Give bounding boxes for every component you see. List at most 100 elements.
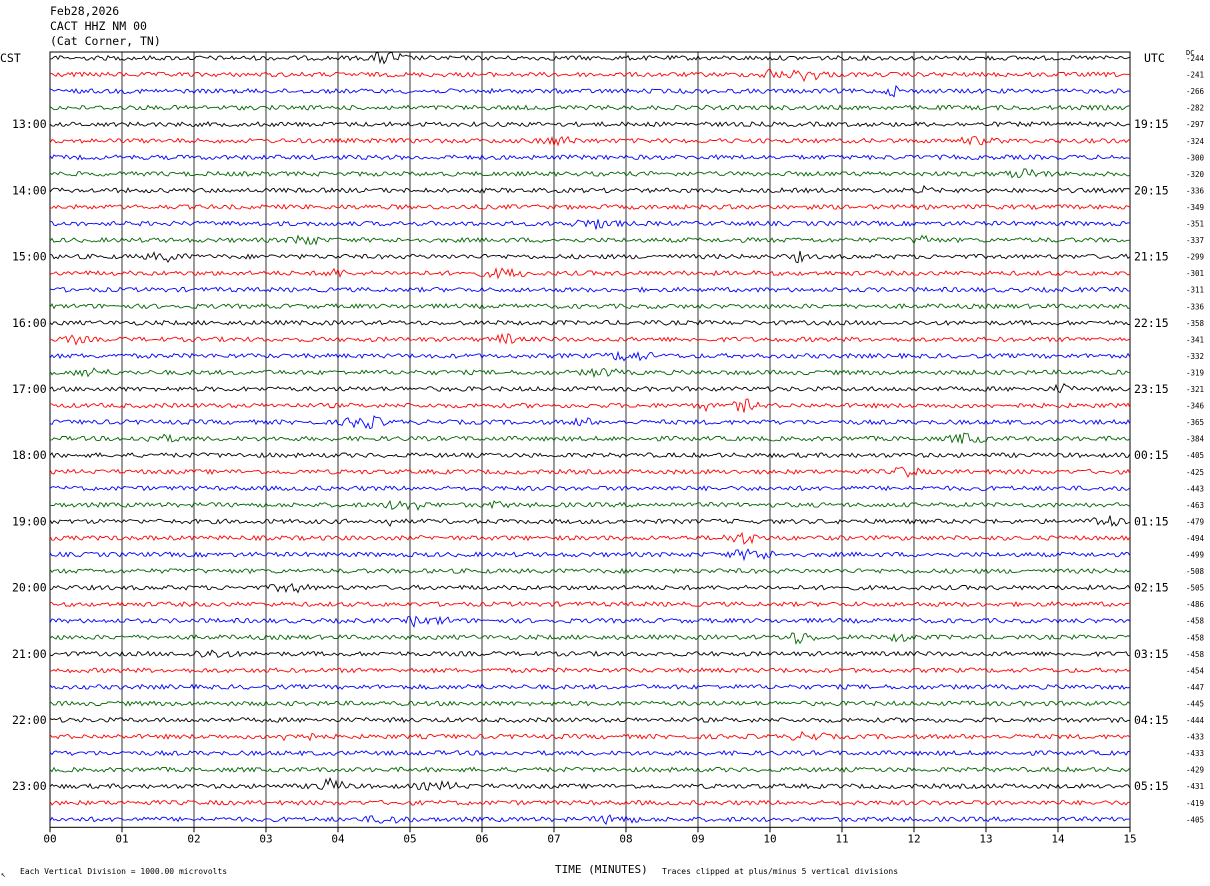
dc-offset-label: -431	[1186, 782, 1204, 791]
dc-offset-label: -444	[1186, 716, 1205, 725]
seismic-trace	[49, 135, 1131, 148]
dc-offset-label: -358	[1186, 319, 1205, 328]
x-tick-label: 10	[763, 832, 776, 845]
seismic-trace	[49, 350, 1131, 362]
cst-hour-label: 15:00	[12, 250, 47, 264]
seismic-trace	[49, 749, 1131, 757]
cst-hour-label: 19:00	[12, 514, 47, 528]
seismic-trace	[49, 234, 1131, 246]
x-tick-label: 09	[691, 832, 704, 845]
x-tick-label: 05	[403, 832, 416, 845]
seismic-trace	[49, 68, 1131, 83]
cst-hour-label: 13:00	[12, 117, 47, 131]
seismic-trace	[49, 432, 1131, 444]
utc-hour-label: 23:15	[1134, 382, 1169, 396]
utc-hour-label: 00:15	[1134, 448, 1169, 462]
station-code: CACT HHZ NM 00	[50, 19, 147, 33]
plot-date: Feb28,2026	[50, 4, 120, 18]
dc-offset-label: -458	[1186, 633, 1205, 642]
dc-offset-label: -365	[1186, 418, 1204, 427]
dc-offset-label: -425	[1186, 468, 1204, 477]
dc-offset-label: -266	[1186, 87, 1205, 96]
dc-offset-label: -458	[1186, 650, 1205, 659]
x-tick-label: 11	[835, 832, 848, 845]
utc-hour-label: 05:15	[1134, 779, 1169, 793]
x-tick-label: 06	[475, 832, 488, 845]
seismic-trace	[49, 451, 1131, 459]
x-tick-label: 13	[979, 832, 992, 845]
seismic-trace	[49, 515, 1131, 528]
dc-offset-label: -458	[1186, 617, 1205, 626]
seismic-trace	[49, 367, 1131, 379]
dc-offset-label: -336	[1186, 302, 1205, 311]
dc-offset-label: -321	[1186, 385, 1204, 394]
x-tick-label: 15	[1123, 832, 1136, 845]
seismic-trace	[49, 600, 1131, 608]
seismic-trace	[50, 203, 1131, 211]
seismic-trace	[49, 303, 1131, 310]
dc-offset-label: -486	[1186, 600, 1205, 609]
seismic-trace	[49, 267, 1131, 280]
seismic-trace	[49, 548, 1131, 562]
dc-offset-label: -447	[1186, 683, 1204, 692]
dc-offset-label: -433	[1186, 749, 1204, 758]
seismic-trace	[49, 632, 1131, 645]
dc-column-label: DC	[1186, 49, 1195, 57]
cst-hour-label: 16:00	[12, 316, 47, 330]
utc-hour-label: 03:15	[1134, 647, 1169, 661]
dc-offset-label: -445	[1186, 699, 1204, 708]
seismic-trace	[49, 700, 1131, 707]
utc-hour-label: 04:15	[1134, 713, 1169, 727]
cst-hour-label: 21:00	[12, 647, 47, 661]
dc-offset-label: -419	[1186, 799, 1204, 808]
seismic-trace	[49, 582, 1131, 594]
seismic-trace	[49, 485, 1131, 492]
dc-offset-label: -324	[1186, 137, 1205, 146]
seismic-trace	[50, 398, 1131, 413]
dc-offset-label: -300	[1186, 153, 1205, 162]
right-timezone-label: UTC	[1144, 51, 1165, 65]
dc-offset-label: -454	[1186, 666, 1205, 675]
dc-offset-label: -443	[1186, 484, 1204, 493]
x-axis-title: TIME (MINUTES)	[555, 863, 648, 876]
utc-hour-label: 19:15	[1134, 117, 1169, 131]
vertical-scale-note: Each Vertical Division = 1000.00 microvo…	[20, 867, 228, 876]
x-tick-label: 04	[331, 832, 345, 845]
x-tick-label: 02	[187, 832, 200, 845]
dc-offset-label: -479	[1186, 517, 1204, 526]
dc-offset-label: -349	[1186, 203, 1204, 212]
seismic-trace	[49, 184, 1131, 194]
corner-arrow-icon: ↖	[1, 870, 6, 879]
seismic-trace	[49, 121, 1131, 128]
cst-hour-label: 22:00	[12, 713, 47, 727]
station-location: (Cat Corner, TN)	[50, 34, 161, 48]
seismic-trace	[49, 667, 1131, 674]
x-tick-label: 00	[43, 832, 56, 845]
seismic-trace	[49, 777, 1131, 791]
seismic-trace	[49, 219, 1131, 230]
x-tick-label: 07	[547, 832, 560, 845]
seismic-trace	[49, 415, 1131, 430]
seismic-trace	[49, 567, 1131, 575]
dc-offset-label: -319	[1186, 368, 1204, 377]
dc-offset-label: -346	[1186, 402, 1205, 411]
dc-offset-label: -341	[1186, 335, 1204, 344]
seismic-trace	[49, 168, 1131, 179]
seismic-trace	[49, 104, 1131, 111]
dc-offset-label: -282	[1186, 104, 1204, 113]
cst-hour-label: 14:00	[12, 183, 47, 197]
cst-hour-label: 23:00	[12, 779, 47, 793]
seismic-trace	[49, 332, 1131, 346]
cst-hour-label: 18:00	[12, 448, 47, 462]
seismic-trace	[49, 51, 1131, 65]
dc-offset-label: -332	[1186, 352, 1204, 361]
seismic-trace	[49, 799, 1131, 806]
utc-hour-label: 20:15	[1134, 183, 1169, 197]
seismic-trace	[49, 615, 1131, 628]
clipping-note: Traces clipped at plus/minus 5 vertical …	[662, 867, 899, 876]
seismic-trace	[49, 84, 1131, 98]
dc-offset-label: -505	[1186, 584, 1204, 593]
seismic-trace	[49, 531, 1131, 545]
utc-hour-label: 21:15	[1134, 250, 1169, 264]
